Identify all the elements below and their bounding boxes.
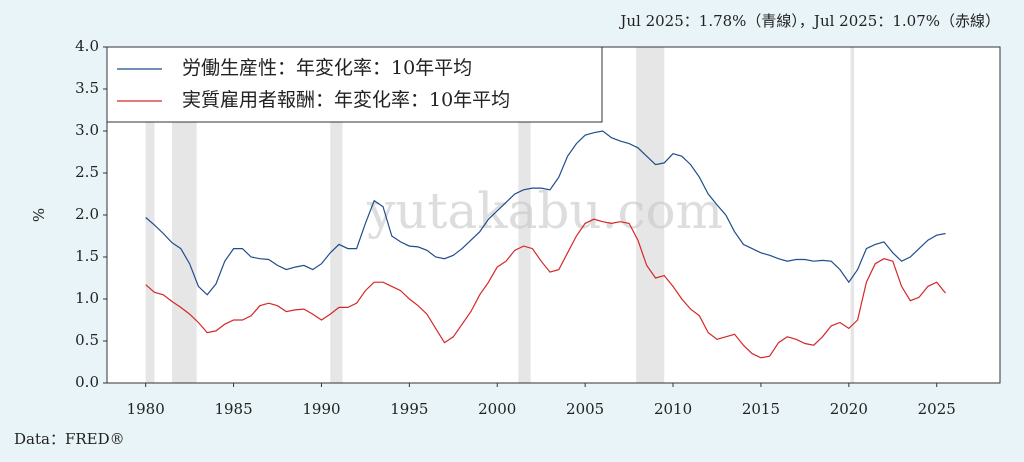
x-tick-label: 2010 xyxy=(654,400,692,418)
recession-band xyxy=(330,47,343,383)
x-tick-label: 2000 xyxy=(478,400,516,418)
y-tick-label: 2.5 xyxy=(75,163,99,181)
x-tick-label: 2015 xyxy=(742,400,780,418)
x-tick-label: 2005 xyxy=(566,400,604,418)
y-tick-label: 1.0 xyxy=(75,289,99,307)
series-line xyxy=(145,130,946,296)
y-tick-label: 3.0 xyxy=(75,121,99,139)
source: Data：FRED® xyxy=(14,430,125,448)
legend-box xyxy=(106,46,603,123)
recession-band xyxy=(518,47,531,383)
x-tick-label: 1985 xyxy=(214,400,252,418)
recession-band xyxy=(636,47,665,383)
x-tick-label: 1980 xyxy=(127,400,165,418)
legend-label: 実質雇用者報酬：年変化率：10年平均 xyxy=(182,89,510,111)
series-line xyxy=(145,218,946,359)
x-tick-label: 1995 xyxy=(390,400,428,418)
y-tick-label: 2.0 xyxy=(75,205,99,223)
y-tick-label: 3.5 xyxy=(75,79,99,97)
watermark: yutakabu.com xyxy=(366,182,723,240)
recession-band xyxy=(145,47,155,383)
legend-label: 労働生産性：年変化率：10年平均 xyxy=(182,57,472,79)
annotation: Jul 2025：1.78%（青線），Jul 2025：1.07%（赤線） xyxy=(618,12,1000,30)
y-tick-label: 4.0 xyxy=(75,37,99,55)
x-tick-label: 2025 xyxy=(918,400,956,418)
x-tick-label: 1990 xyxy=(302,400,340,418)
y-tick-label: 1.5 xyxy=(75,247,99,265)
y-tick-label: 0.0 xyxy=(75,373,99,391)
x-tick-label: 2020 xyxy=(830,400,868,418)
recession-band xyxy=(850,47,855,383)
y-tick-label: 0.5 xyxy=(75,331,99,349)
y-axis-label: % xyxy=(30,208,48,222)
